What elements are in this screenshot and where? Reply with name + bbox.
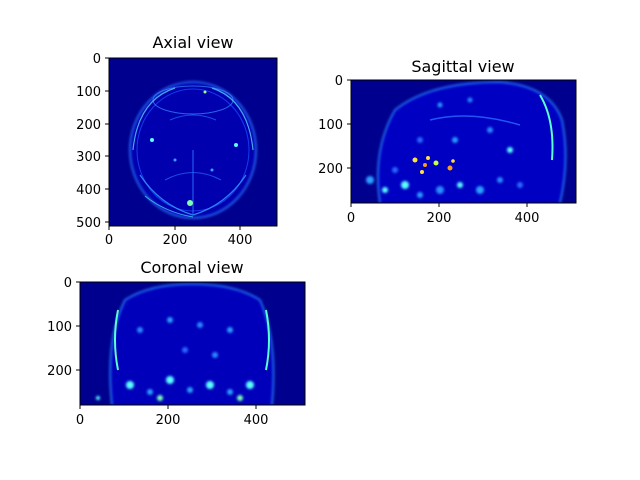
coronal-xtick-label: 0 <box>76 413 84 428</box>
axial-ytick-label: 500 <box>76 216 101 231</box>
coronal-y-axis: 0 100 200 <box>47 276 80 379</box>
coronal-x-axis: 0 200 400 <box>76 405 269 428</box>
axial-xtick-label: 0 <box>105 233 113 248</box>
sagittal-ytick-label: 0 <box>335 74 343 89</box>
coronal-ytick-label: 100 <box>47 320 72 335</box>
sagittal-panel: Sagittal view <box>318 57 577 226</box>
coronal-ytick-label: 0 <box>64 276 72 291</box>
sagittal-image <box>350 79 577 204</box>
coronal-ytick-label: 200 <box>47 364 72 379</box>
axial-ytick-label: 400 <box>76 183 101 198</box>
sagittal-ytick-label: 100 <box>318 118 343 133</box>
axial-ytick-label: 0 <box>93 52 101 67</box>
sagittal-xtick-label: 400 <box>515 211 540 226</box>
axial-xtick-label: 400 <box>228 233 253 248</box>
axial-x-axis: 0 200 400 <box>105 226 253 248</box>
coronal-panel: Coronal view <box>47 258 306 428</box>
sagittal-title: Sagittal view <box>411 57 514 76</box>
coronal-title: Coronal view <box>140 258 243 277</box>
axial-ytick-label: 300 <box>76 150 101 165</box>
axial-image <box>108 57 278 227</box>
axial-panel: Axial view <box>76 33 278 248</box>
axial-ytick-label: 200 <box>76 118 101 133</box>
coronal-image <box>79 281 306 406</box>
axial-y-axis: 0 100 200 300 400 500 <box>76 52 109 231</box>
axial-xtick-label: 200 <box>163 233 188 248</box>
coronal-xtick-label: 200 <box>156 413 181 428</box>
sagittal-xtick-label: 200 <box>427 211 452 226</box>
sagittal-x-axis: 0 200 400 <box>347 203 540 226</box>
coronal-xtick-label: 400 <box>244 413 269 428</box>
axial-title: Axial view <box>152 33 233 52</box>
sagittal-xtick-label: 0 <box>347 211 355 226</box>
sagittal-y-axis: 0 100 200 <box>318 74 351 177</box>
sagittal-ytick-label: 200 <box>318 162 343 177</box>
axial-ytick-label: 100 <box>76 85 101 100</box>
